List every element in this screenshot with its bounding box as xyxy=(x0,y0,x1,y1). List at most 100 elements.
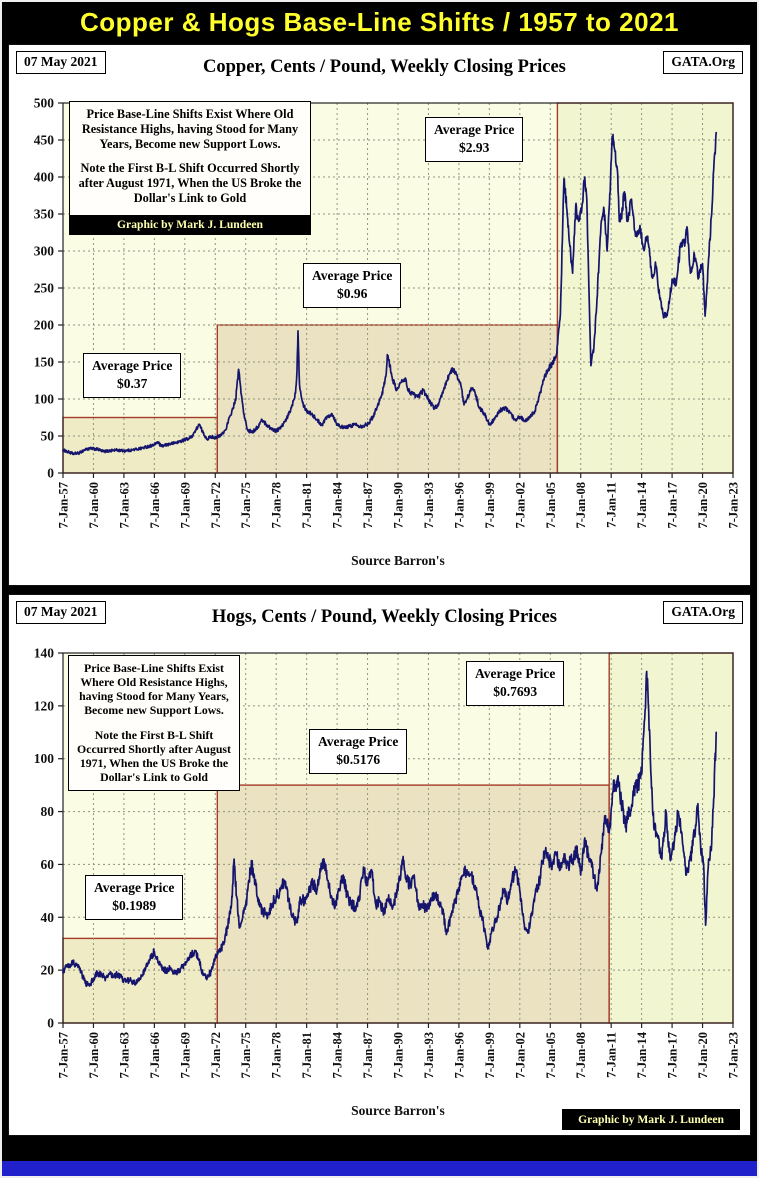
svg-text:7-Jan-05: 7-Jan-05 xyxy=(544,482,558,529)
date-label: 07 May 2021 xyxy=(16,51,106,74)
average-price-label: Average Price xyxy=(312,268,393,283)
footer-accent-bar xyxy=(2,1161,757,1176)
svg-text:7-Jan-99: 7-Jan-99 xyxy=(483,482,497,529)
gata-org-label: GATA.Org xyxy=(663,601,743,624)
annotation-paragraph: Note the First B-L Shift Occurred Shortl… xyxy=(77,727,231,785)
svg-text:7-Jan-20: 7-Jan-20 xyxy=(696,482,710,529)
svg-text:7-Jan-08: 7-Jan-08 xyxy=(574,1032,588,1079)
svg-text:7-Jan-99: 7-Jan-99 xyxy=(483,1032,497,1079)
average-price-label: Average Price xyxy=(434,122,515,137)
average-price-box-293: Average Price $2.93 xyxy=(425,117,524,163)
hogs-plot-area: 0 20 40 60 80 100 120 140 7-Jan-57 7-Jan-60 7-Jan-… xyxy=(11,643,748,1135)
page-title: Copper & Hogs Base-Line Shifts / 1957 to… xyxy=(80,7,679,37)
annotation-box: Price Base-Line Shifts Exist Where Old R… xyxy=(68,655,240,792)
svg-text:7-Jan-60: 7-Jan-60 xyxy=(87,1032,101,1079)
average-price-label: Average Price xyxy=(475,666,556,681)
svg-text:Source Barron's: Source Barron's xyxy=(351,1103,445,1118)
date-label: 07 May 2021 xyxy=(16,601,106,624)
average-price-box-05176: Average Price $0.5176 xyxy=(309,729,408,775)
svg-text:50: 50 xyxy=(41,429,55,444)
svg-text:450: 450 xyxy=(34,133,55,148)
svg-text:7-Jan-57: 7-Jan-57 xyxy=(57,1032,71,1079)
svg-text:150: 150 xyxy=(34,355,55,370)
svg-text:7-Jan-11: 7-Jan-11 xyxy=(605,1032,619,1078)
copper-plot-area: 0 50 100 150 200 250 300 350 400 450 500 7-Jan-57 7-… xyxy=(11,93,748,585)
svg-text:7-Jan-69: 7-Jan-69 xyxy=(178,482,192,529)
svg-text:7-Jan-81: 7-Jan-81 xyxy=(300,1032,314,1079)
svg-text:7-Jan-75: 7-Jan-75 xyxy=(239,1032,253,1079)
svg-text:7-Jan-14: 7-Jan-14 xyxy=(635,1031,649,1078)
svg-text:40: 40 xyxy=(41,910,55,925)
svg-text:7-Jan-87: 7-Jan-87 xyxy=(361,482,375,529)
svg-text:7-Jan-63: 7-Jan-63 xyxy=(117,1032,131,1079)
hogs-panel-header: 07 May 2021 Hogs, Cents / Pound, Weekly … xyxy=(9,595,750,643)
svg-text:250: 250 xyxy=(34,281,55,296)
svg-text:350: 350 xyxy=(34,207,55,222)
svg-text:7-Jan-08: 7-Jan-08 xyxy=(574,482,588,529)
annotation-paragraph: Price Base-Line Shifts Exist Where Old R… xyxy=(79,661,229,718)
svg-text:0: 0 xyxy=(47,1016,54,1031)
copper-chart-panel: 07 May 2021 Copper, Cents / Pound, Weekl… xyxy=(8,44,751,586)
copper-chart-title: Copper, Cents / Pound, Weekly Closing Pr… xyxy=(203,57,566,77)
gata-org-label: GATA.Org xyxy=(663,51,743,74)
hogs-chart-title: Hogs, Cents / Pound, Weekly Closing Pric… xyxy=(211,607,557,627)
svg-text:60: 60 xyxy=(41,857,55,872)
average-price-box-037: Average Price $0.37 xyxy=(83,353,182,399)
average-price-value: $2.93 xyxy=(458,140,490,156)
average-price-box-01989: Average Price $0.1989 xyxy=(85,875,184,921)
svg-text:500: 500 xyxy=(34,96,55,111)
average-price-value: $0.96 xyxy=(336,286,368,302)
svg-text:0: 0 xyxy=(47,466,54,481)
svg-text:7-Jan-60: 7-Jan-60 xyxy=(87,482,101,529)
svg-text:7-Jan-84: 7-Jan-84 xyxy=(331,481,345,528)
svg-text:7-Jan-96: 7-Jan-96 xyxy=(452,482,466,529)
average-price-value: $0.37 xyxy=(116,376,148,392)
svg-text:7-Jan-23: 7-Jan-23 xyxy=(727,482,741,529)
svg-text:140: 140 xyxy=(34,646,55,661)
svg-text:400: 400 xyxy=(34,170,55,185)
svg-text:7-Jan-20: 7-Jan-20 xyxy=(696,1032,710,1079)
svg-text:200: 200 xyxy=(34,318,55,333)
average-price-value: $0.7693 xyxy=(493,684,538,700)
svg-text:120: 120 xyxy=(34,698,55,713)
svg-text:7-Jan-23: 7-Jan-23 xyxy=(727,1032,741,1079)
svg-text:100: 100 xyxy=(34,751,55,766)
svg-text:7-Jan-17: 7-Jan-17 xyxy=(666,482,680,529)
svg-text:7-Jan-90: 7-Jan-90 xyxy=(392,482,406,529)
hogs-chart-panel: 07 May 2021 Hogs, Cents / Pound, Weekly … xyxy=(8,594,751,1136)
svg-text:100: 100 xyxy=(34,392,55,407)
svg-text:7-Jan-69: 7-Jan-69 xyxy=(178,1032,192,1079)
svg-text:7-Jan-93: 7-Jan-93 xyxy=(422,1032,436,1079)
svg-text:7-Jan-78: 7-Jan-78 xyxy=(270,482,284,529)
copper-panel-header: 07 May 2021 Copper, Cents / Pound, Weekl… xyxy=(9,45,750,93)
svg-text:7-Jan-14: 7-Jan-14 xyxy=(635,481,649,528)
average-price-value: $0.5176 xyxy=(336,752,381,768)
svg-text:7-Jan-02: 7-Jan-02 xyxy=(513,482,527,529)
annotation-box: Price Base-Line Shifts Exist Where Old R… xyxy=(69,101,311,236)
annotation-paragraph: Price Base-Line Shifts Exist Where Old R… xyxy=(81,107,299,151)
graphic-credit: Graphic by Mark J. Lundeen xyxy=(70,214,310,235)
svg-text:7-Jan-57: 7-Jan-57 xyxy=(57,482,71,529)
svg-text:7-Jan-87: 7-Jan-87 xyxy=(361,1032,375,1079)
svg-text:7-Jan-96: 7-Jan-96 xyxy=(452,1032,466,1079)
svg-text:7-Jan-66: 7-Jan-66 xyxy=(148,1032,162,1079)
average-price-label: Average Price xyxy=(94,880,175,895)
average-price-value: $0.1989 xyxy=(112,898,157,914)
svg-text:7-Jan-93: 7-Jan-93 xyxy=(422,482,436,529)
svg-text:7-Jan-90: 7-Jan-90 xyxy=(392,1032,406,1079)
svg-text:Source Barron's: Source Barron's xyxy=(351,553,445,568)
svg-text:7-Jan-72: 7-Jan-72 xyxy=(209,482,223,529)
svg-text:80: 80 xyxy=(41,804,55,819)
annotation-paragraph: Note the First B-L Shift Occurred Shortl… xyxy=(78,161,302,205)
svg-text:7-Jan-63: 7-Jan-63 xyxy=(117,482,131,529)
svg-text:7-Jan-75: 7-Jan-75 xyxy=(239,482,253,529)
svg-text:7-Jan-17: 7-Jan-17 xyxy=(666,1032,680,1079)
average-price-box-096: Average Price $0.96 xyxy=(303,263,402,309)
svg-text:7-Jan-66: 7-Jan-66 xyxy=(148,482,162,529)
svg-text:7-Jan-84: 7-Jan-84 xyxy=(331,1031,345,1078)
average-price-label: Average Price xyxy=(92,358,173,373)
average-price-label: Average Price xyxy=(318,734,399,749)
svg-text:7-Jan-72: 7-Jan-72 xyxy=(209,1032,223,1079)
svg-text:7-Jan-05: 7-Jan-05 xyxy=(544,1032,558,1079)
